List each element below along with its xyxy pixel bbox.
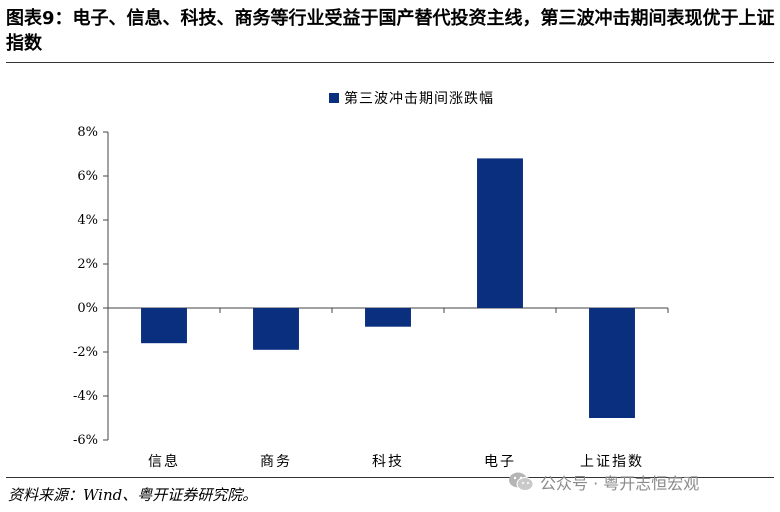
category-label: 科技 (372, 454, 404, 470)
y-tick-label: -4% (73, 389, 98, 404)
y-tick-label: -6% (73, 433, 98, 448)
bars (141, 158, 635, 418)
y-tick-label: 2% (77, 257, 98, 272)
y-tick-label: 4% (77, 213, 98, 228)
legend-swatch (329, 93, 339, 103)
category-label: 信息 (148, 453, 180, 470)
y-tick-label: 0% (77, 301, 98, 316)
bar-1 (253, 308, 299, 350)
y-axis: 8% 6% 4% 2% 0% -2% -4% -6% (73, 125, 109, 448)
title-divider (6, 62, 774, 63)
bar-3 (477, 158, 523, 308)
figure-title: 图表9：电子、信息、科技、商务等行业受益于国产替代投资主线，第三波冲击期间表现优… (6, 8, 775, 54)
watermark-text: 公众号 · 粤开志恒宏观 (540, 474, 700, 493)
bar-chart: 第三波冲击期间涨跌幅 8% 6% 4% 2% 0% -2% -4% -6% 信息 商务 科技 电子 上… (73, 90, 669, 470)
y-tick-label: 6% (77, 169, 98, 184)
footer-divider (6, 477, 774, 478)
wechat-icon (509, 472, 534, 491)
category-label: 上证指数 (580, 454, 644, 470)
category-label: 电子 (484, 454, 516, 470)
category-label: 商务 (260, 454, 292, 470)
source-note: 资料来源：Wind、粤开证券研究院。 (8, 486, 258, 504)
y-tick-label: 8% (77, 125, 98, 140)
bar-4 (589, 308, 635, 418)
watermark: 公众号 · 粤开志恒宏观 (508, 470, 699, 494)
y-tick-label: -2% (73, 345, 98, 360)
category-labels: 信息 商务 科技 电子 上证指数 (148, 453, 644, 470)
bar-2 (365, 308, 411, 327)
bar-0 (141, 308, 187, 344)
legend: 第三波冲击期间涨跌幅 (329, 90, 494, 107)
legend-label: 第三波冲击期间涨跌幅 (344, 90, 494, 107)
